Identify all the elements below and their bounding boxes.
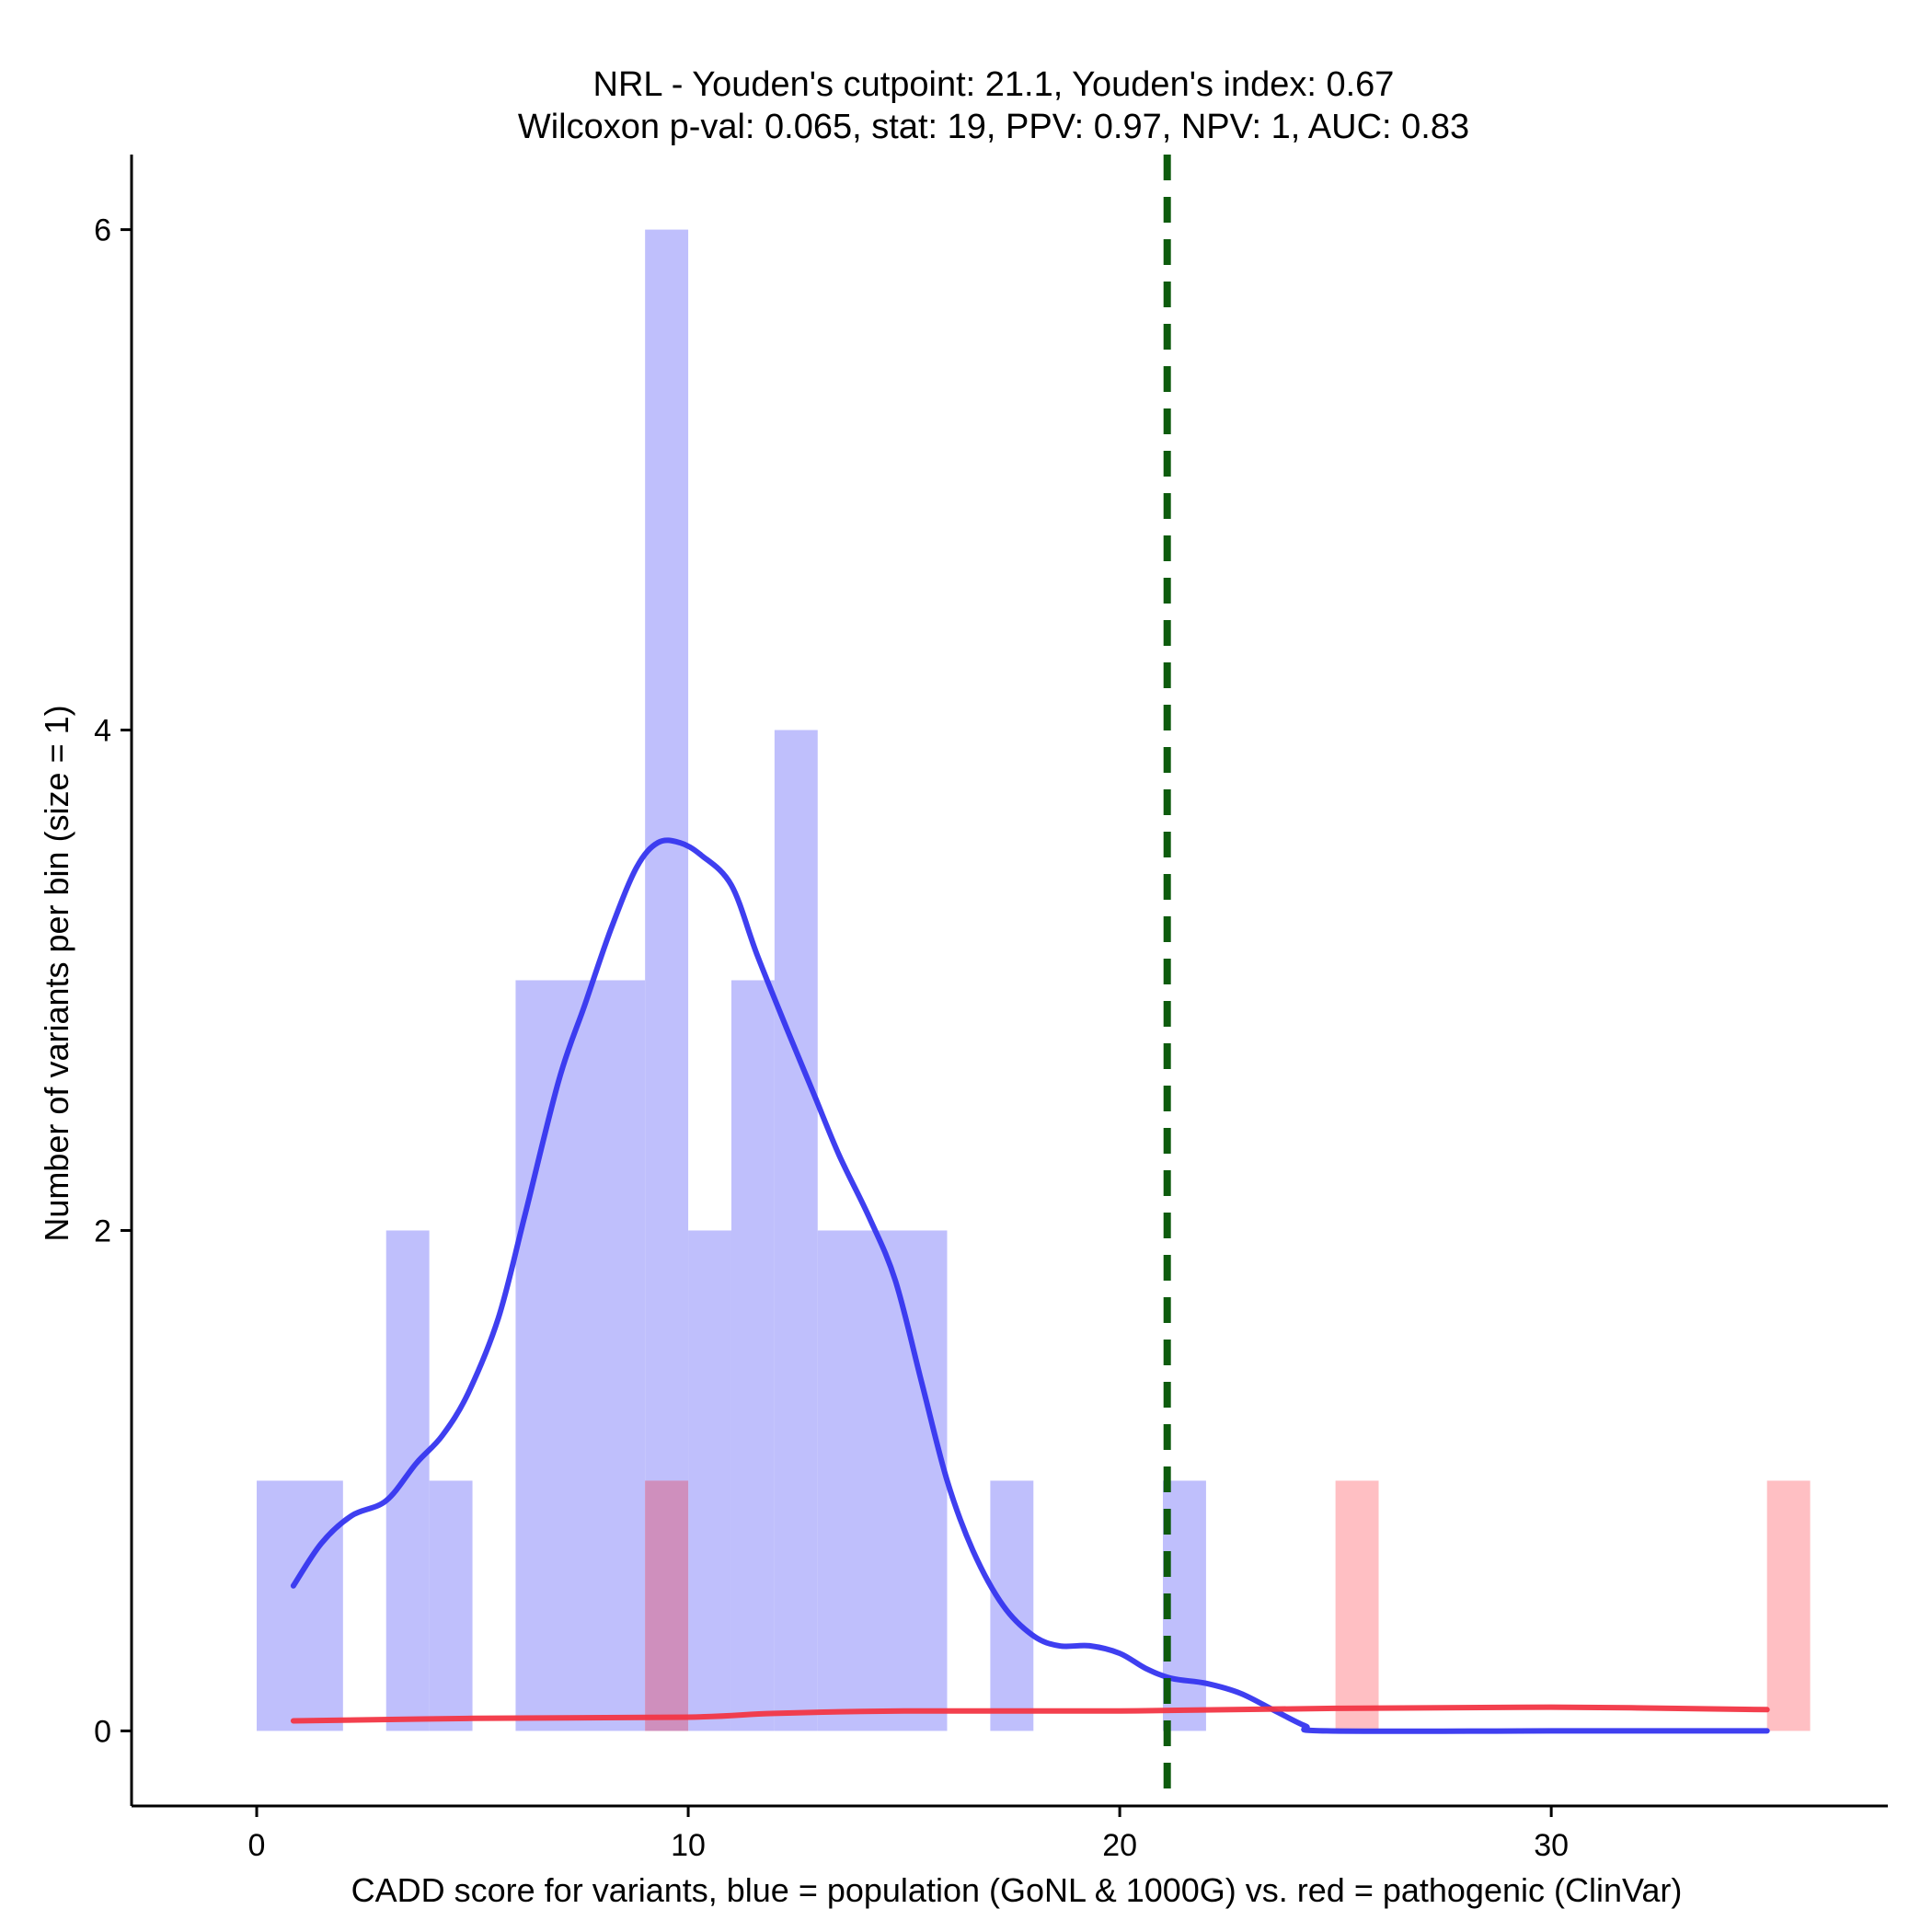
chart-title: NRL - Youden's cutpoint: 21.1, Youden's … <box>593 65 1395 104</box>
y-axis-ticks: 0 2 4 6 <box>94 213 132 1749</box>
x-axis-ticks: 0 10 20 30 <box>248 1806 1569 1863</box>
population-bar-3 <box>515 980 646 1731</box>
pathogenic-bar-2 <box>1766 1480 1811 1731</box>
population-bars <box>257 229 1206 1731</box>
population-bar-9 <box>990 1480 1034 1731</box>
y-tick-label: 6 <box>94 213 111 248</box>
population-bar-6 <box>730 980 775 1731</box>
population-bar-1 <box>385 1230 430 1731</box>
x-tick-label: 20 <box>1102 1828 1137 1863</box>
overlap-bars <box>645 1480 689 1731</box>
y-tick-label: 2 <box>94 1213 111 1248</box>
x-axis-label: CADD score for variants, blue = populati… <box>351 1871 1683 1909</box>
population-bar-2 <box>429 1480 473 1731</box>
chart-subtitle: Wilcoxon p-val: 0.065, stat: 19, PPV: 0.… <box>518 108 1469 146</box>
overlap-bar-0 <box>645 1480 689 1731</box>
population-density-line <box>290 837 1770 1734</box>
population-bar-7 <box>774 730 818 1731</box>
population-bar-8 <box>817 1230 948 1731</box>
x-tick-label: 30 <box>1534 1828 1569 1863</box>
y-tick-label: 0 <box>94 1714 111 1749</box>
x-tick-label: 0 <box>248 1828 266 1863</box>
pathogenic-density-line <box>290 1704 1770 1724</box>
pathogenic-bar-1 <box>1335 1480 1379 1731</box>
y-axis-label: Number of variants per bin (size = 1) <box>38 705 75 1241</box>
population-bar-5 <box>688 1230 731 1731</box>
population-bar-0 <box>257 1480 343 1731</box>
y-tick-label: 4 <box>94 714 111 749</box>
x-tick-label: 10 <box>671 1828 706 1863</box>
